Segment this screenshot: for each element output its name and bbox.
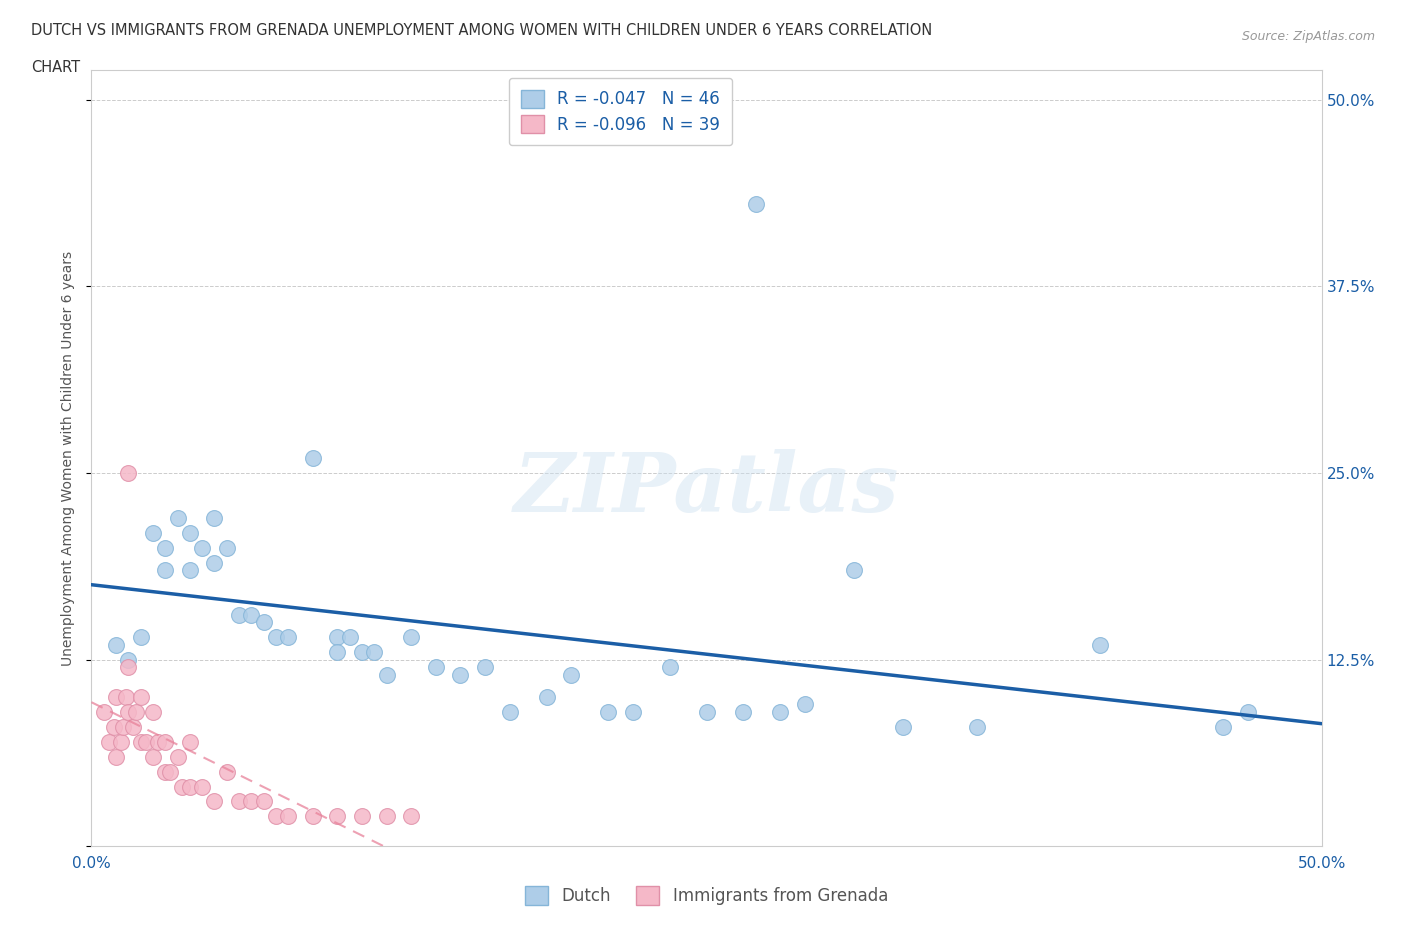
Point — [153, 735, 177, 750]
Point — [93, 704, 115, 719]
Point — [326, 630, 349, 644]
Point — [228, 607, 250, 622]
Point — [215, 764, 238, 779]
Point — [191, 540, 214, 555]
Point — [135, 735, 156, 750]
Point — [240, 607, 263, 622]
Point — [172, 779, 194, 794]
Point — [153, 764, 177, 779]
Point — [277, 809, 299, 824]
Point — [596, 704, 619, 719]
Point — [498, 704, 520, 719]
Point — [326, 644, 349, 659]
Point — [179, 779, 201, 794]
Point — [695, 704, 717, 719]
Point — [166, 511, 188, 525]
Point — [363, 644, 385, 659]
Point — [301, 809, 323, 824]
Point — [153, 563, 177, 578]
Point — [191, 779, 214, 794]
Point — [215, 540, 238, 555]
Point — [352, 644, 374, 659]
Point — [179, 735, 201, 750]
Point — [166, 750, 188, 764]
Point — [240, 794, 263, 809]
Point — [966, 720, 988, 735]
Point — [117, 466, 139, 481]
Point — [264, 630, 287, 644]
Point — [277, 630, 299, 644]
Text: ZIPatlas: ZIPatlas — [513, 449, 900, 529]
Point — [112, 720, 135, 735]
Point — [146, 735, 169, 750]
Point — [399, 809, 422, 824]
Point — [1088, 637, 1111, 652]
Point — [97, 735, 120, 750]
Text: DUTCH VS IMMIGRANTS FROM GRENADA UNEMPLOYMENT AMONG WOMEN WITH CHILDREN UNDER 6 : DUTCH VS IMMIGRANTS FROM GRENADA UNEMPLO… — [31, 23, 932, 38]
Point — [253, 615, 276, 630]
Point — [105, 750, 127, 764]
Point — [793, 697, 815, 711]
Point — [745, 197, 768, 212]
Point — [352, 809, 374, 824]
Point — [142, 704, 165, 719]
Legend: Dutch, Immigrants from Grenada: Dutch, Immigrants from Grenada — [519, 880, 894, 911]
Point — [114, 689, 138, 704]
Point — [105, 637, 127, 652]
Point — [449, 667, 471, 682]
Point — [339, 630, 361, 644]
Point — [142, 525, 165, 540]
Point — [129, 630, 152, 644]
Point — [560, 667, 582, 682]
Point — [103, 720, 125, 735]
Point — [253, 794, 276, 809]
Point — [375, 667, 398, 682]
Point — [153, 540, 177, 555]
Point — [202, 511, 225, 525]
Point — [117, 704, 139, 719]
Point — [658, 659, 681, 674]
Point — [474, 659, 496, 674]
Y-axis label: Unemployment Among Women with Children Under 6 years: Unemployment Among Women with Children U… — [60, 250, 75, 666]
Point — [142, 750, 165, 764]
Point — [264, 809, 287, 824]
Point — [129, 735, 152, 750]
Point — [891, 720, 914, 735]
Point — [733, 704, 755, 719]
Point — [769, 704, 792, 719]
Point — [1212, 720, 1234, 735]
Point — [1237, 704, 1260, 719]
Point — [179, 563, 201, 578]
Point — [122, 720, 145, 735]
Point — [179, 525, 201, 540]
Point — [105, 689, 127, 704]
Point — [621, 704, 644, 719]
Point — [117, 652, 139, 667]
Text: CHART: CHART — [31, 60, 80, 75]
Point — [228, 794, 250, 809]
Text: Source: ZipAtlas.com: Source: ZipAtlas.com — [1241, 30, 1375, 43]
Point — [124, 704, 146, 719]
Point — [842, 563, 865, 578]
Point — [159, 764, 181, 779]
Point — [202, 794, 225, 809]
Point — [375, 809, 398, 824]
Point — [117, 659, 139, 674]
Point — [425, 659, 447, 674]
Point — [399, 630, 422, 644]
Point — [202, 555, 225, 570]
Point — [110, 735, 132, 750]
Point — [326, 809, 349, 824]
Point — [129, 689, 152, 704]
Point — [301, 451, 323, 466]
Point — [536, 689, 558, 704]
